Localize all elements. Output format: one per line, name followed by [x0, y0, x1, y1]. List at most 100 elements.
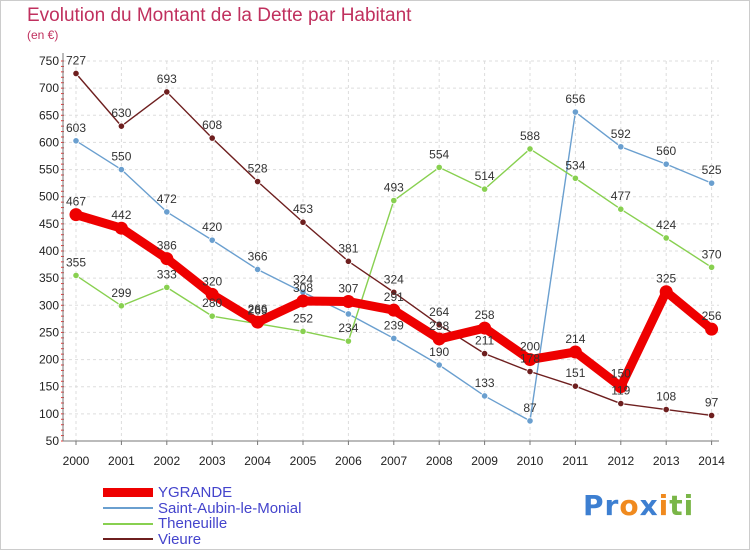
data-point-1 [208, 236, 216, 244]
legend-item: Theneuille [103, 516, 301, 532]
data-label: 87 [523, 401, 537, 415]
legend-item: Saint-Aubin-le-Monial [103, 501, 301, 517]
data-point-1 [163, 208, 171, 216]
data-point-1 [254, 265, 262, 274]
data-label: 307 [338, 281, 358, 295]
data-point-1 [617, 143, 625, 151]
data-point-2 [72, 271, 80, 280]
data-label: 727 [66, 53, 86, 67]
data-point-0 [659, 285, 673, 299]
logo-letter: t [669, 489, 684, 522]
grid [63, 60, 719, 442]
data-point-0 [387, 303, 401, 317]
data-point-3 [208, 134, 216, 142]
data-label: 370 [702, 247, 722, 261]
data-label: 256 [702, 309, 722, 323]
data-label: 630 [111, 106, 131, 120]
data-label: 467 [66, 195, 86, 209]
y-tick-label: 750 [39, 54, 59, 68]
data-point-3 [617, 399, 625, 408]
x-tick-label: 2011 [562, 454, 588, 468]
data-label: 214 [565, 332, 585, 346]
data-point-0 [205, 287, 219, 301]
x-tick-label: 2013 [653, 454, 680, 468]
series-points [69, 69, 719, 425]
data-point-2 [662, 234, 670, 242]
data-point-3 [571, 382, 580, 390]
data-label: 308 [293, 281, 313, 295]
data-point-2 [571, 174, 580, 182]
data-label: 420 [202, 220, 222, 234]
data-point-3 [662, 405, 670, 414]
data-point-2 [117, 302, 126, 310]
data-point-3 [117, 122, 126, 130]
data-point-1 [344, 310, 352, 318]
data-label: 238 [429, 319, 449, 333]
line-chart: 467 442 386 320 266 308 307 291 238 258 200 214 150 3… [39, 53, 725, 468]
data-point-2 [344, 337, 352, 345]
data-point-1 [117, 165, 126, 174]
data-point-0 [478, 321, 492, 335]
data-point-0 [614, 380, 628, 394]
logo-letter: P [583, 489, 605, 522]
x-tick-label: 2014 [698, 454, 725, 468]
data-point-3 [299, 218, 307, 226]
data-label: 324 [293, 272, 313, 286]
legend-item: Vieure [103, 532, 301, 548]
data-label: 528 [248, 162, 268, 176]
data-label: 108 [656, 390, 676, 404]
x-tick-label: 2003 [199, 454, 226, 468]
data-point-1 [390, 334, 398, 342]
data-point-0 [705, 322, 719, 336]
data-label: 324 [384, 272, 404, 286]
data-point-1 [480, 392, 489, 400]
x-tick-label: 2004 [244, 454, 271, 468]
x-tick-label: 2007 [380, 454, 407, 468]
y-tick-label: 500 [39, 190, 59, 204]
data-point-3 [435, 321, 443, 329]
data-label: 424 [656, 218, 676, 232]
data-point-0 [523, 353, 537, 367]
y-tick-label: 250 [39, 325, 59, 339]
data-label: 299 [111, 286, 131, 300]
data-label: 472 [157, 192, 177, 206]
x-tick-label: 2010 [517, 454, 544, 468]
data-label: 320 [202, 274, 222, 288]
data-label: 355 [66, 255, 86, 269]
data-point-2 [163, 283, 171, 291]
data-point-2 [208, 312, 216, 320]
x-tick-label: 2008 [426, 454, 453, 468]
x-tick-label: 2005 [290, 454, 317, 468]
data-point-2 [299, 327, 307, 335]
data-label: 366 [248, 249, 268, 263]
data-point-3 [72, 69, 80, 78]
y-tick-label: 50 [46, 434, 60, 448]
x-tick-label: 2000 [63, 454, 90, 468]
data-label: 381 [338, 241, 358, 255]
y-tick-label: 700 [39, 81, 59, 95]
y-tick-label: 200 [39, 353, 59, 367]
data-point-0 [251, 315, 265, 329]
data-label: 269 [248, 304, 268, 318]
data-point-0 [160, 252, 174, 266]
legend-swatch [103, 538, 153, 541]
data-point-0 [69, 208, 83, 222]
data-point-3 [163, 88, 171, 96]
legend-label: Vieure [158, 530, 202, 548]
proxiti-logo: Proxiti [583, 489, 694, 522]
legend-item: YGRANDE [103, 485, 301, 501]
data-label: 656 [565, 92, 585, 106]
data-point-0 [296, 294, 310, 308]
data-point-1 [435, 361, 443, 369]
y-tick-label: 450 [39, 217, 59, 231]
logo-letter: i [683, 489, 695, 522]
legend-swatch [103, 488, 153, 498]
data-point-2 [707, 263, 716, 271]
data-point-1 [707, 179, 716, 187]
data-label: 151 [565, 366, 585, 380]
data-label: 264 [429, 305, 449, 319]
data-label: 280 [202, 296, 222, 310]
data-label: 693 [157, 72, 177, 86]
data-label: 592 [611, 127, 631, 141]
logo-letter: o [619, 489, 640, 522]
